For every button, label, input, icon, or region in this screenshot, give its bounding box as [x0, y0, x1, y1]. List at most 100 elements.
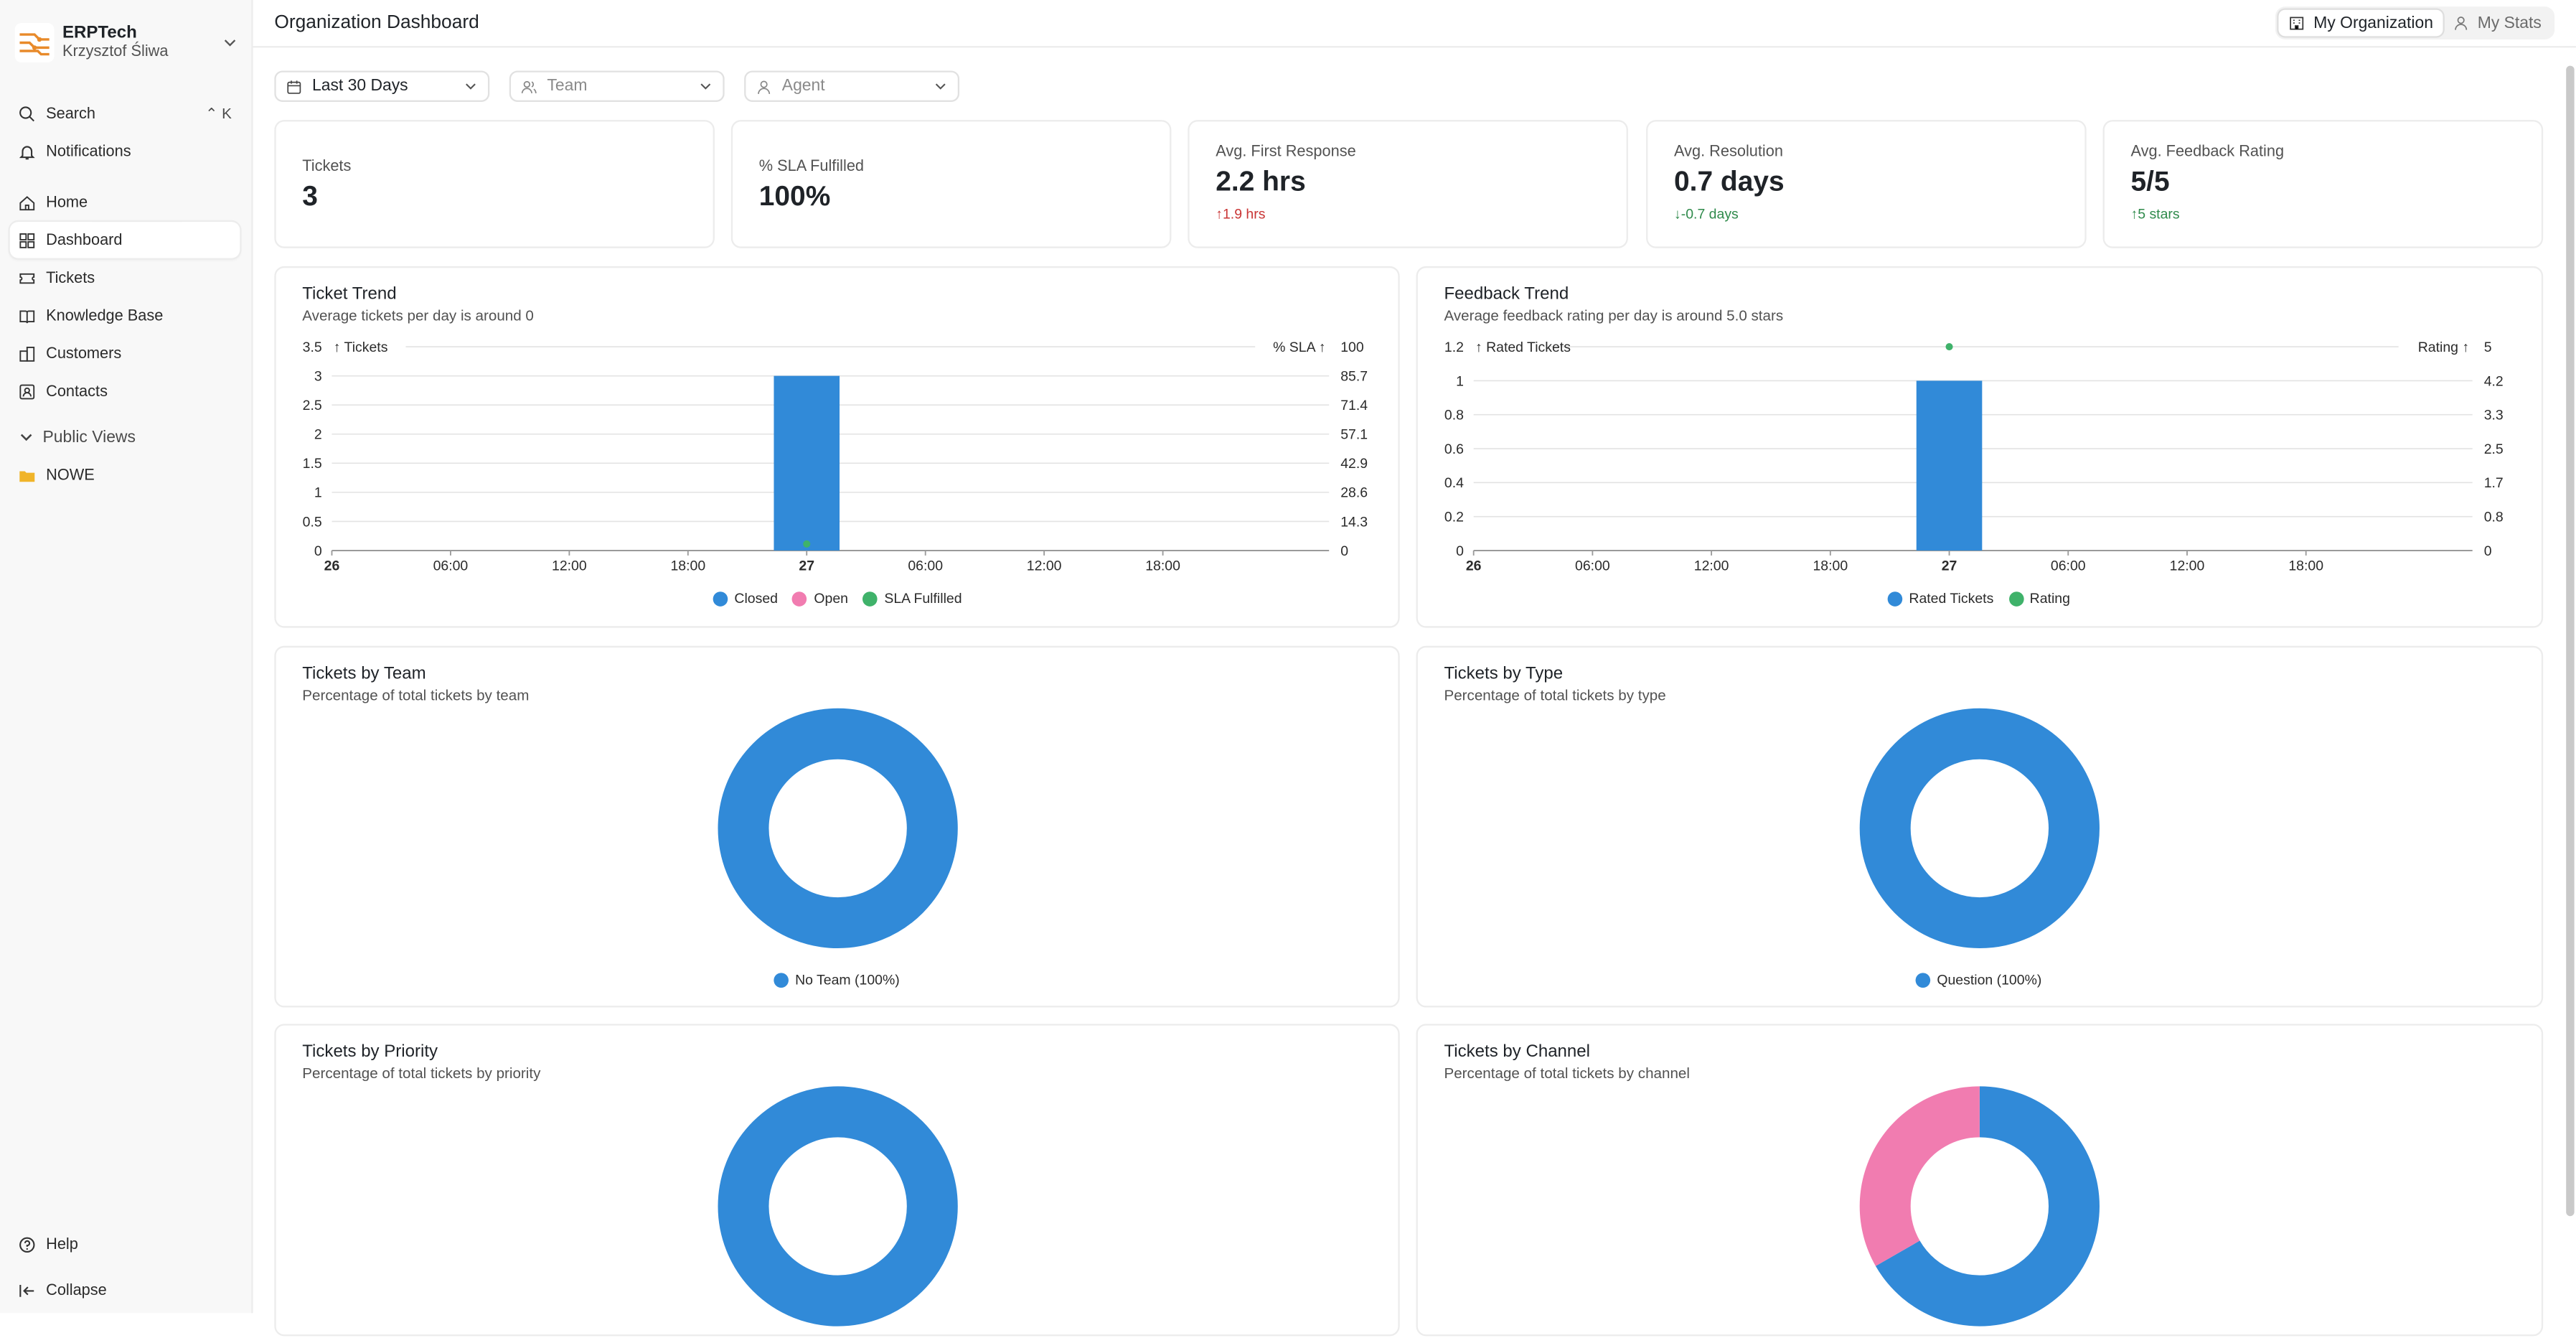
stat-label: % SLA Fulfilled: [758, 157, 865, 176]
y-axis-label: ↑ Tickets: [334, 340, 388, 355]
stat-value: 100%: [758, 180, 831, 212]
stat-card-tickets: Tickets 3: [274, 120, 715, 248]
sidebar-item-label: Collapse: [46, 1281, 107, 1299]
y2-axis-label: % SLA ↑: [1273, 340, 1326, 355]
x-tick-label: 06:00: [1575, 558, 1610, 574]
user-name: Krzysztof Śliwa: [62, 42, 169, 61]
sidebar-item-search[interactable]: Search ⌃ K: [10, 95, 240, 131]
x-tick-label: 18:00: [2288, 558, 2323, 574]
chevron-down-icon: [935, 83, 946, 90]
brand-logo-icon: [14, 23, 55, 63]
chevron-down-icon: [700, 83, 711, 90]
y-tick-label: 0.8: [1444, 408, 1464, 424]
stat-card-avg-resolution: Avg. Resolution 0.7 days ↓-0.7 days: [1646, 120, 2087, 248]
legend-item[interactable]: Rated Tickets: [1887, 589, 1994, 607]
x-tick-label: 12:00: [552, 558, 587, 574]
stat-label: Avg. Resolution: [1674, 143, 1783, 162]
legend-item[interactable]: Closed: [713, 590, 778, 607]
dashboard-icon: [19, 232, 35, 248]
legend-label: Open: [814, 589, 848, 607]
donut-chart-svg: [718, 1086, 958, 1327]
y-tick-label: 1: [1456, 373, 1464, 389]
legend-label: Rated Tickets: [1909, 589, 1994, 607]
y2-tick-label: 3.3: [2484, 408, 2504, 424]
y-tick-label: 0.6: [1444, 441, 1464, 457]
tickets-by-type-card: Tickets by Type Percentage of total ticke…: [1416, 645, 2544, 1008]
y2-tick-label: 1.7: [2484, 475, 2504, 491]
team-select[interactable]: Team: [509, 70, 725, 102]
legend-label: No Team (100%): [795, 971, 900, 988]
trend-chart-svg: 0 0 0.5 14.3 1 28.6 1.5 42.9 2 57.1 2.5 71.4 3 85.7 3.…: [303, 340, 1368, 574]
y2-tick-label: 14.3: [1340, 514, 1368, 530]
agent-select[interactable]: Agent: [744, 70, 960, 102]
ticket-trend-card: Ticket Trend Average tickets per day is a…: [274, 266, 1400, 628]
bar-rated-tickets: [1916, 380, 1983, 551]
sidebar-item-notifications[interactable]: Notifications: [10, 133, 240, 169]
home-icon: [19, 195, 35, 210]
chart-subtitle: Percentage of total tickets by priority: [302, 1065, 541, 1082]
sidebar-item-home[interactable]: Home: [10, 184, 240, 220]
legend-swatch: [2008, 591, 2023, 606]
tab-my-organization[interactable]: My Organization: [2279, 9, 2443, 37]
stat-label: Avg. First Response: [1216, 143, 1356, 162]
donut-slice: [1875, 1086, 2100, 1327]
sidebar-item-customers[interactable]: Customers: [10, 335, 240, 371]
legend-label: Rating: [2029, 589, 2070, 607]
tab-my-stats[interactable]: My Stats: [2443, 10, 2552, 37]
stat-label: Avg. Feedback Rating: [2130, 143, 2285, 162]
tab-label: My Stats: [2477, 14, 2542, 32]
sidebar-item-collapse[interactable]: Collapse: [10, 1272, 242, 1308]
y-tick-label: 0: [314, 543, 322, 559]
date-range-select[interactable]: Last 30 Days: [274, 70, 490, 102]
legend-item[interactable]: Question (100%): [1915, 971, 2041, 988]
chart-title: Ticket Trend: [302, 284, 397, 304]
chart-subtitle: Percentage of total tickets by team: [302, 687, 530, 703]
x-tick-label: 06:00: [433, 558, 469, 574]
legend-item[interactable]: SLA Fulfilled: [862, 589, 962, 607]
donut-slice: [1859, 1086, 1980, 1266]
chart-legend: Closed Open SLA Fulfilled: [713, 590, 977, 607]
sidebar: ERPTech Krzysztof Śliwa Search ⌃ K Notif…: [0, 0, 253, 1314]
legend-label: SLA Fulfilled: [884, 589, 962, 607]
x-tick-label: 27: [1942, 558, 1957, 574]
legend-swatch: [862, 591, 878, 606]
x-tick-label: 26: [324, 558, 340, 574]
brand-name: ERPTech: [62, 23, 137, 43]
donut-slice: [718, 708, 958, 949]
chevron-down-icon: [224, 39, 236, 47]
sidebar-item-label: Contacts: [46, 382, 108, 401]
donut-chart-svg: [718, 708, 958, 949]
sidebar-item-label: Notifications: [46, 142, 131, 161]
x-tick-label: 12:00: [2170, 558, 2205, 574]
sidebar-item-contacts[interactable]: Contacts: [10, 373, 240, 409]
legend-swatch: [774, 972, 789, 987]
y-axis-label: ↑ Rated Tickets: [1475, 340, 1571, 355]
chart-subtitle: Average feedback rating per day is aroun…: [1444, 307, 1784, 324]
sidebar-item-tickets[interactable]: Tickets: [10, 260, 240, 296]
legend-item[interactable]: Open: [792, 589, 848, 607]
sidebar-item-dashboard[interactable]: Dashboard: [9, 222, 240, 258]
y2-tick-label: 5: [2484, 340, 2492, 355]
view-switcher: My Organization My Stats: [2275, 6, 2555, 39]
public-views-toggle[interactable]: Public Views: [10, 419, 240, 455]
sidebar-item-label: Help: [46, 1235, 78, 1253]
y2-tick-label: 2.5: [2484, 441, 2504, 457]
stat-label: Tickets: [302, 157, 352, 176]
donut-slice: [718, 1086, 958, 1327]
sidebar-item-folder-nowe[interactable]: NOWE: [10, 457, 240, 492]
legend-item[interactable]: No Team (100%): [774, 971, 900, 988]
scrollbar[interactable]: [2566, 65, 2575, 1217]
legend-item[interactable]: Rating: [2008, 590, 2070, 607]
y2-tick-label: 28.6: [1340, 485, 1368, 501]
stat-value: 0.7 days: [1674, 166, 1785, 197]
sidebar-item-help[interactable]: Help: [10, 1226, 242, 1262]
sidebar-item-knowledge-base[interactable]: Knowledge Base: [10, 297, 240, 333]
y2-tick-label: 0.8: [2484, 510, 2504, 525]
chart-title: Tickets by Priority: [302, 1042, 438, 1062]
chevron-down-icon: [20, 434, 32, 441]
legend-swatch: [1887, 591, 1903, 606]
sidebar-item-label: Tickets: [46, 268, 95, 287]
stat-value: 3: [302, 180, 318, 212]
y-tick-label: 0.5: [303, 514, 322, 530]
workspace-switcher[interactable]: ERPTech Krzysztof Śliwa: [0, 0, 251, 70]
